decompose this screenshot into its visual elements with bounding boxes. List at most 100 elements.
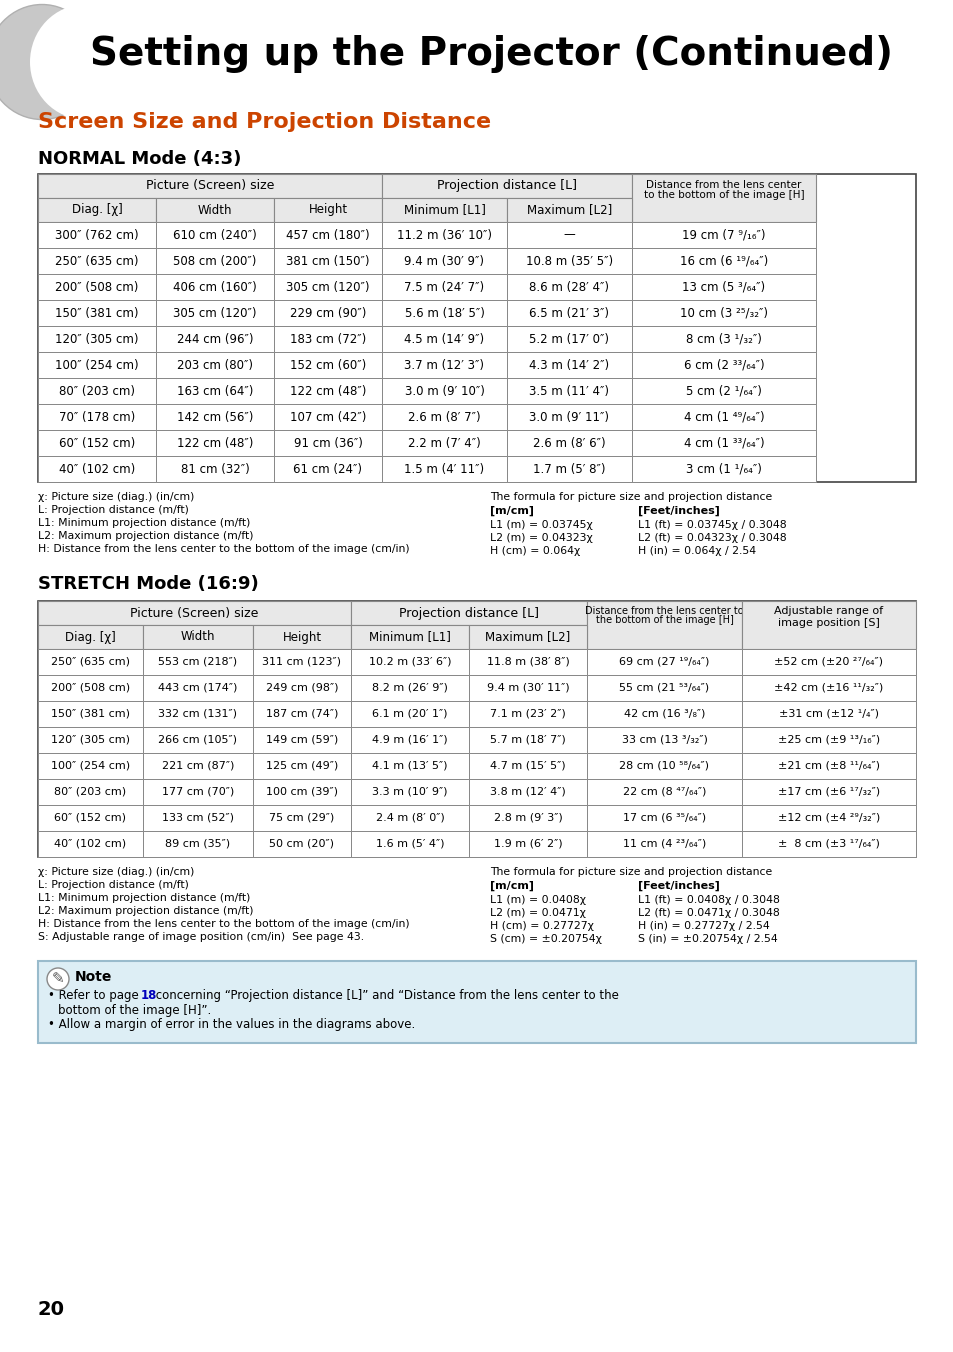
Bar <box>274 352 381 379</box>
Text: Note: Note <box>75 969 112 984</box>
Text: 120″ (305 cm): 120″ (305 cm) <box>55 333 138 346</box>
Bar <box>38 727 143 753</box>
Bar <box>741 700 915 727</box>
Text: 33 cm (13 ³/₃₂″): 33 cm (13 ³/₃₂″) <box>621 735 707 745</box>
Text: 3.3 m (10′ 9″): 3.3 m (10′ 9″) <box>372 787 447 796</box>
Text: 107 cm (42″): 107 cm (42″) <box>290 411 366 423</box>
Text: 508 cm (200″): 508 cm (200″) <box>173 254 256 268</box>
Text: 381 cm (150″): 381 cm (150″) <box>286 254 370 268</box>
Bar <box>381 247 506 274</box>
Text: H (in) = 0.27727χ / 2.54: H (in) = 0.27727χ / 2.54 <box>638 921 769 932</box>
Bar <box>38 602 915 857</box>
Text: 142 cm (56″): 142 cm (56″) <box>176 411 253 423</box>
Bar <box>586 779 741 804</box>
Text: [m/cm]: [m/cm] <box>490 506 534 516</box>
Text: 177 cm (70″): 177 cm (70″) <box>162 787 233 796</box>
Bar <box>506 352 631 379</box>
Bar <box>253 831 351 857</box>
Bar <box>741 675 915 700</box>
Text: L1 (m) = 0.0408χ: L1 (m) = 0.0408χ <box>490 895 585 904</box>
Text: 610 cm (240″): 610 cm (240″) <box>172 228 256 242</box>
Bar <box>741 753 915 779</box>
Bar <box>143 779 253 804</box>
Text: 6.1 m (20′ 1″): 6.1 m (20′ 1″) <box>372 708 447 719</box>
Text: 1.9 m (6′ 2″): 1.9 m (6′ 2″) <box>493 840 561 849</box>
Bar <box>631 404 815 430</box>
Bar <box>156 352 274 379</box>
Text: 163 cm (64″): 163 cm (64″) <box>176 384 253 397</box>
Text: 69 cm (27 ¹⁹/₆₄″): 69 cm (27 ¹⁹/₆₄″) <box>618 657 709 667</box>
Bar <box>38 222 156 247</box>
Text: 10.8 m (35′ 5″): 10.8 m (35′ 5″) <box>525 254 613 268</box>
Bar <box>586 804 741 831</box>
Text: ±25 cm (±9 ¹³/₁₆″): ±25 cm (±9 ¹³/₁₆″) <box>777 735 879 745</box>
Text: L2: Maximum projection distance (m/ft): L2: Maximum projection distance (m/ft) <box>38 531 253 541</box>
Text: 13 cm (5 ³/₆₄″): 13 cm (5 ³/₆₄″) <box>681 280 764 293</box>
Text: Minimum [L1]: Minimum [L1] <box>369 630 451 644</box>
Text: 20: 20 <box>38 1301 65 1320</box>
Text: NORMAL Mode (4:3): NORMAL Mode (4:3) <box>38 150 241 168</box>
Text: 4.7 m (15′ 5″): 4.7 m (15′ 5″) <box>490 761 565 771</box>
Bar <box>631 274 815 300</box>
Text: 91 cm (36″): 91 cm (36″) <box>294 437 362 449</box>
Text: Width: Width <box>197 204 232 216</box>
Text: 22 cm (8 ⁴⁷/₆₄″): 22 cm (8 ⁴⁷/₆₄″) <box>622 787 705 796</box>
Bar <box>143 831 253 857</box>
Text: H: Distance from the lens center to the bottom of the image (cm/in): H: Distance from the lens center to the … <box>38 544 409 554</box>
Text: L1 (ft) = 0.03745χ / 0.3048: L1 (ft) = 0.03745χ / 0.3048 <box>638 521 786 530</box>
Bar <box>631 222 815 247</box>
Bar <box>156 326 274 352</box>
Bar <box>38 831 143 857</box>
Text: 457 cm (180″): 457 cm (180″) <box>286 228 370 242</box>
Bar <box>38 247 156 274</box>
Text: 100″ (254 cm): 100″ (254 cm) <box>55 358 139 372</box>
Bar <box>469 779 586 804</box>
Text: 75 cm (29″): 75 cm (29″) <box>269 813 335 823</box>
Text: 8.2 m (26′ 9″): 8.2 m (26′ 9″) <box>372 683 448 694</box>
Text: 4 cm (1 ⁴⁹/₆₄″): 4 cm (1 ⁴⁹/₆₄″) <box>683 411 763 423</box>
Text: concerning “Projection distance [L]” and “Distance from the lens center to the: concerning “Projection distance [L]” and… <box>152 990 618 1002</box>
Text: 100 cm (39″): 100 cm (39″) <box>266 787 337 796</box>
Text: χ: Picture size (diag.) (in/cm): χ: Picture size (diag.) (in/cm) <box>38 867 194 877</box>
Bar <box>351 779 469 804</box>
Text: 229 cm (90″): 229 cm (90″) <box>290 307 366 319</box>
Bar <box>506 197 631 222</box>
Text: 2.2 m (7′ 4″): 2.2 m (7′ 4″) <box>408 437 480 449</box>
Text: 3 cm (1 ¹/₆₄″): 3 cm (1 ¹/₆₄″) <box>685 462 761 476</box>
Text: Height: Height <box>308 204 347 216</box>
Text: 81 cm (32″): 81 cm (32″) <box>180 462 249 476</box>
Text: ✎: ✎ <box>51 972 64 987</box>
Text: 249 cm (98″): 249 cm (98″) <box>266 683 338 694</box>
Bar <box>586 602 741 649</box>
Text: χ: Picture size (diag.) (in/cm): χ: Picture size (diag.) (in/cm) <box>38 492 194 502</box>
Text: The formula for picture size and projection distance: The formula for picture size and project… <box>490 867 771 877</box>
Text: 221 cm (87″): 221 cm (87″) <box>162 761 233 771</box>
Text: 1.5 m (4′ 11″): 1.5 m (4′ 11″) <box>404 462 484 476</box>
Bar <box>274 247 381 274</box>
Text: 11 cm (4 ²³/₆₄″): 11 cm (4 ²³/₆₄″) <box>622 840 705 849</box>
Text: Projection distance [L]: Projection distance [L] <box>398 607 538 619</box>
Text: ±12 cm (±4 ²⁹/₃₂″): ±12 cm (±4 ²⁹/₃₂″) <box>777 813 880 823</box>
Bar <box>381 174 631 197</box>
Text: 553 cm (218″): 553 cm (218″) <box>158 657 237 667</box>
Text: 17 cm (6 ³⁵/₆₄″): 17 cm (6 ³⁵/₆₄″) <box>622 813 705 823</box>
Text: 7.5 m (24′ 7″): 7.5 m (24′ 7″) <box>404 280 484 293</box>
Text: 8 cm (3 ¹/₃₂″): 8 cm (3 ¹/₃₂″) <box>685 333 761 346</box>
Bar <box>506 430 631 456</box>
Text: 4.5 m (14′ 9″): 4.5 m (14′ 9″) <box>404 333 484 346</box>
Text: bottom of the image [H]”.: bottom of the image [H]”. <box>58 1005 211 1017</box>
Text: 61 cm (24″): 61 cm (24″) <box>294 462 362 476</box>
Text: Picture (Screen) size: Picture (Screen) size <box>131 607 258 619</box>
Ellipse shape <box>30 4 140 119</box>
Bar <box>156 247 274 274</box>
Bar <box>38 779 143 804</box>
Text: 70″ (178 cm): 70″ (178 cm) <box>59 411 135 423</box>
Text: L2 (m) = 0.04323χ: L2 (m) = 0.04323χ <box>490 533 592 544</box>
Text: 55 cm (21 ⁵³/₆₄″): 55 cm (21 ⁵³/₆₄″) <box>618 683 709 694</box>
Circle shape <box>47 968 69 990</box>
Bar <box>38 352 156 379</box>
Bar <box>38 379 156 404</box>
Text: 300″ (762 cm): 300″ (762 cm) <box>55 228 139 242</box>
Text: 11.8 m (38′ 8″): 11.8 m (38′ 8″) <box>486 657 569 667</box>
Text: 2.8 m (9′ 3″): 2.8 m (9′ 3″) <box>493 813 561 823</box>
